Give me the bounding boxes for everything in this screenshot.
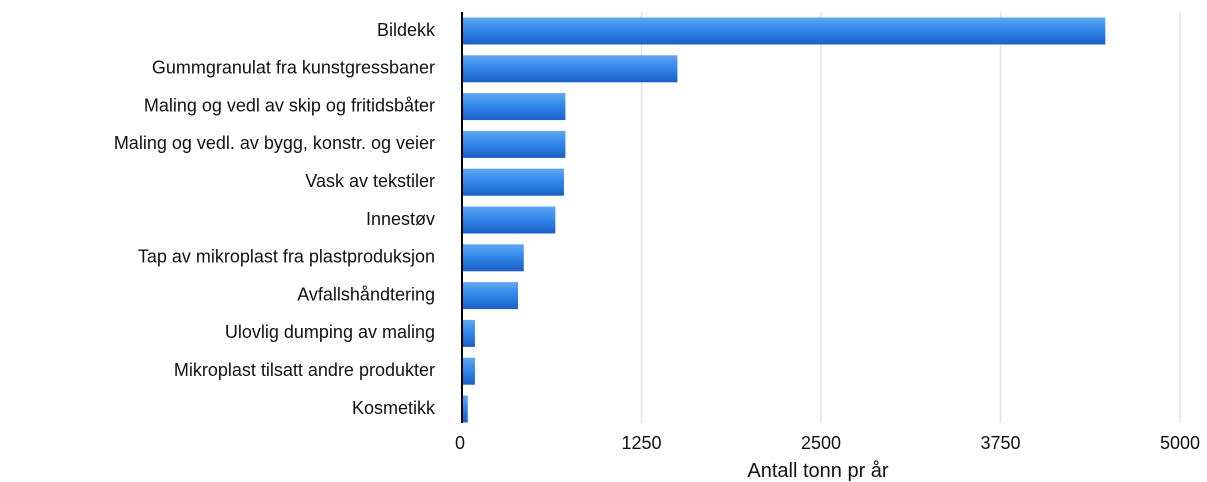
bar bbox=[462, 168, 564, 196]
x-tick-labels: 0 1250 2500 3750 5000 bbox=[455, 433, 1200, 453]
category-label: Kosmetikk bbox=[352, 398, 436, 418]
x-tick-label: 2500 bbox=[801, 433, 841, 453]
category-label: Innestøv bbox=[366, 209, 435, 229]
bar bbox=[462, 319, 475, 347]
bar bbox=[462, 282, 519, 310]
category-label: Maling og vedl av skip og fritidsbåter bbox=[144, 95, 435, 115]
x-axis-title: Antall tonn pr år bbox=[747, 460, 889, 482]
bar bbox=[462, 93, 566, 121]
x-tick-label: 0 bbox=[455, 433, 465, 453]
category-label: Ulovlig dumping av maling bbox=[225, 322, 435, 342]
x-tick-label: 3750 bbox=[980, 433, 1020, 453]
category-label: Vask av tekstiler bbox=[305, 171, 435, 191]
bar bbox=[462, 244, 524, 272]
bar bbox=[462, 55, 678, 83]
category-label: Gummgranulat fra kunstgressbaner bbox=[152, 58, 435, 78]
bars bbox=[462, 17, 1106, 423]
bar bbox=[462, 357, 475, 385]
bar bbox=[462, 130, 566, 158]
category-labels: Bildekk Gummgranulat fra kunstgressbaner M… bbox=[114, 20, 436, 418]
bar bbox=[462, 395, 468, 423]
category-label: Bildekk bbox=[377, 20, 436, 40]
gridlines bbox=[640, 12, 1181, 423]
category-label: Mikroplast tilsatt andre produkter bbox=[174, 360, 435, 380]
bar bbox=[462, 206, 556, 234]
x-tick-label: 5000 bbox=[1160, 433, 1200, 453]
bar bbox=[462, 17, 1106, 45]
category-label: Tap av mikroplast fra plastproduksjon bbox=[138, 247, 435, 267]
category-label: Maling og vedl. av bygg, konstr. og veie… bbox=[114, 133, 435, 153]
x-tick-label: 1250 bbox=[621, 433, 661, 453]
category-label: Avfallshåndtering bbox=[297, 284, 435, 304]
